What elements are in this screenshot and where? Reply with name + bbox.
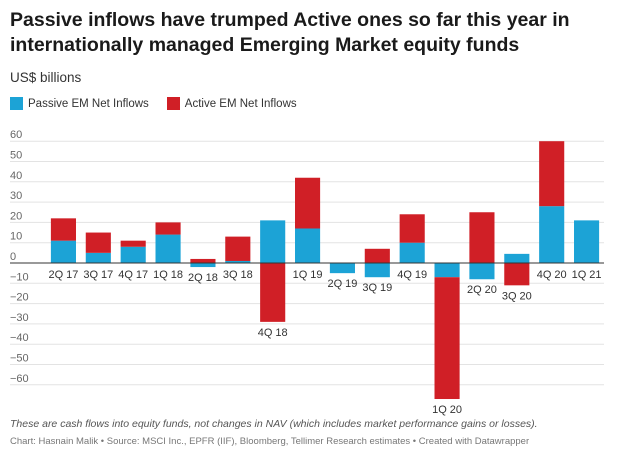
- x-tick-label: 2Q 17: [48, 269, 78, 281]
- bar-passive: [155, 234, 181, 263]
- bar-passive: [260, 220, 286, 263]
- bar-passive: [225, 260, 251, 263]
- y-tick-label: −30: [10, 312, 29, 324]
- legend-swatch-passive: [10, 97, 23, 110]
- bar-passive: [295, 228, 321, 263]
- bar-passive: [469, 263, 495, 280]
- bar-passive: [190, 263, 216, 268]
- bar-passive: [329, 263, 355, 274]
- bar-active: [295, 177, 321, 229]
- x-tick-label: 4Q 19: [397, 269, 427, 281]
- x-tick-label: 4Q 18: [258, 327, 288, 339]
- x-tick-label: 3Q 18: [223, 269, 253, 281]
- y-tick-label: −10: [10, 271, 29, 283]
- bar-active: [120, 240, 146, 247]
- x-tick-label: 1Q 18: [153, 269, 183, 281]
- bar-active: [399, 214, 425, 243]
- y-tick-label: −50: [10, 353, 29, 365]
- chart-byline: Chart: Hasnain Malik • Source: MSCI Inc.…: [10, 436, 530, 447]
- bar-active: [469, 212, 495, 263]
- bar-active: [50, 218, 76, 241]
- x-tick-label: 3Q 17: [83, 269, 113, 281]
- legend-label-active: Active EM Net Inflows: [184, 97, 297, 110]
- bar-active: [539, 141, 565, 207]
- x-tick-label: 1Q 21: [572, 269, 602, 281]
- chart-subtitle: US$ billions: [10, 70, 82, 85]
- bar-passive: [399, 242, 425, 263]
- bar-active: [504, 263, 530, 286]
- x-tick-label: 2Q 20: [467, 284, 497, 296]
- x-tick-label: 3Q 19: [362, 282, 392, 294]
- bar-passive: [434, 263, 460, 278]
- legend: Passive EM Net Inflows Active EM Net Inf…: [10, 97, 315, 110]
- bar-active: [190, 258, 216, 263]
- chart-notes: These are cash flows into equity funds, …: [10, 418, 538, 430]
- x-tick-label: 3Q 20: [502, 290, 532, 302]
- x-tick-label: 1Q 19: [293, 269, 323, 281]
- y-tick-label: −20: [10, 292, 29, 304]
- legend-item-passive: Passive EM Net Inflows: [10, 97, 149, 110]
- y-tick-label: 40: [10, 170, 22, 182]
- y-tick-label: 60: [10, 129, 22, 141]
- bar-active: [225, 236, 251, 261]
- bar-passive: [85, 252, 111, 263]
- legend-label-passive: Passive EM Net Inflows: [28, 97, 149, 110]
- bar-active: [260, 263, 286, 322]
- legend-swatch-active: [166, 97, 180, 110]
- y-tick-label: −60: [10, 373, 29, 385]
- bar-active: [85, 232, 111, 253]
- bar-passive: [574, 220, 600, 263]
- bar-passive: [120, 246, 146, 263]
- bar-passive: [364, 263, 390, 278]
- bar-active: [364, 248, 390, 263]
- y-tick-label: 20: [10, 210, 22, 222]
- legend-item-active: Active EM Net Inflows: [166, 97, 297, 110]
- bar-passive: [50, 240, 76, 263]
- y-tick-label: 30: [10, 190, 22, 202]
- bar-active: [434, 277, 460, 400]
- x-tick-label: 1Q 20: [432, 404, 462, 416]
- chart-title: Passive inflows have trumped Active ones…: [10, 9, 570, 56]
- bar-active: [155, 222, 181, 235]
- bar-passive: [539, 206, 565, 263]
- y-tick-label: 50: [10, 150, 22, 162]
- bar-passive: [504, 253, 530, 263]
- x-tick-label: 4Q 17: [118, 269, 148, 281]
- y-tick-label: 0: [10, 251, 16, 263]
- y-tick-label: 10: [10, 231, 22, 243]
- x-tick-label: 2Q 18: [188, 272, 218, 284]
- x-tick-label: 2Q 19: [327, 278, 357, 290]
- x-tick-label: 4Q 20: [537, 269, 567, 281]
- y-tick-label: −40: [10, 332, 29, 344]
